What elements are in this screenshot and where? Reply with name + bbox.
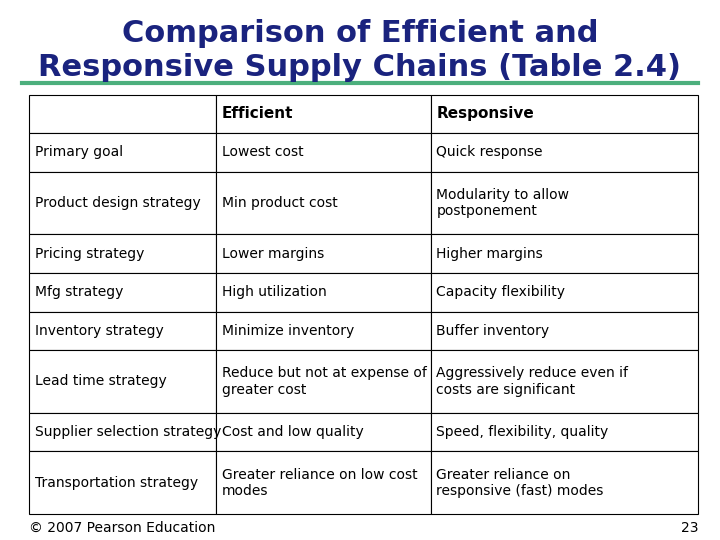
Bar bbox=[216, 133, 431, 172]
Text: Speed, flexibility, quality: Speed, flexibility, quality bbox=[436, 425, 608, 439]
Bar bbox=[431, 413, 698, 451]
Bar bbox=[29, 234, 216, 273]
Text: Mfg strategy: Mfg strategy bbox=[35, 285, 123, 299]
Text: Quick response: Quick response bbox=[436, 145, 543, 159]
Bar bbox=[29, 273, 216, 312]
Text: Inventory strategy: Inventory strategy bbox=[35, 324, 163, 338]
Text: Lead time strategy: Lead time strategy bbox=[35, 374, 166, 388]
Text: Product design strategy: Product design strategy bbox=[35, 196, 200, 210]
Bar bbox=[216, 451, 431, 514]
Bar bbox=[29, 350, 216, 413]
Text: Capacity flexibility: Capacity flexibility bbox=[436, 285, 565, 299]
Bar bbox=[216, 234, 431, 273]
Text: High utilization: High utilization bbox=[222, 285, 327, 299]
Text: Pricing strategy: Pricing strategy bbox=[35, 247, 144, 261]
Text: Greater reliance on
responsive (fast) modes: Greater reliance on responsive (fast) mo… bbox=[436, 468, 603, 498]
Bar bbox=[216, 94, 431, 133]
Text: Transportation strategy: Transportation strategy bbox=[35, 476, 198, 490]
Text: Comparison of Efficient and
Responsive Supply Chains (Table 2.4): Comparison of Efficient and Responsive S… bbox=[38, 19, 682, 82]
Bar bbox=[29, 172, 216, 234]
Text: Modularity to allow
postponement: Modularity to allow postponement bbox=[436, 188, 570, 218]
Bar bbox=[216, 273, 431, 312]
Text: Buffer inventory: Buffer inventory bbox=[436, 324, 549, 338]
Bar bbox=[29, 94, 216, 133]
Text: Higher margins: Higher margins bbox=[436, 247, 543, 261]
Bar bbox=[431, 350, 698, 413]
Bar bbox=[29, 451, 216, 514]
Text: Aggressively reduce even if
costs are significant: Aggressively reduce even if costs are si… bbox=[436, 366, 629, 396]
Bar bbox=[216, 312, 431, 350]
Text: © 2007 Pearson Education: © 2007 Pearson Education bbox=[29, 521, 215, 535]
Bar bbox=[431, 172, 698, 234]
Text: Supplier selection strategy: Supplier selection strategy bbox=[35, 425, 221, 439]
Text: Reduce but not at expense of
greater cost: Reduce but not at expense of greater cos… bbox=[222, 366, 427, 396]
Bar bbox=[431, 273, 698, 312]
Bar bbox=[431, 234, 698, 273]
Bar bbox=[431, 133, 698, 172]
Text: 23: 23 bbox=[681, 521, 698, 535]
Text: Cost and low quality: Cost and low quality bbox=[222, 425, 364, 439]
Text: Min product cost: Min product cost bbox=[222, 196, 338, 210]
Bar bbox=[431, 451, 698, 514]
Bar bbox=[216, 172, 431, 234]
Bar bbox=[431, 94, 698, 133]
Text: Responsive: Responsive bbox=[436, 106, 534, 122]
Text: Greater reliance on low cost
modes: Greater reliance on low cost modes bbox=[222, 468, 418, 498]
Text: Efficient: Efficient bbox=[222, 106, 294, 122]
Text: Minimize inventory: Minimize inventory bbox=[222, 324, 354, 338]
Bar bbox=[29, 413, 216, 451]
Bar bbox=[216, 413, 431, 451]
Text: Primary goal: Primary goal bbox=[35, 145, 122, 159]
Bar bbox=[216, 350, 431, 413]
Bar bbox=[29, 312, 216, 350]
Bar bbox=[431, 312, 698, 350]
Text: Lower margins: Lower margins bbox=[222, 247, 324, 261]
Bar bbox=[29, 133, 216, 172]
Text: Lowest cost: Lowest cost bbox=[222, 145, 304, 159]
